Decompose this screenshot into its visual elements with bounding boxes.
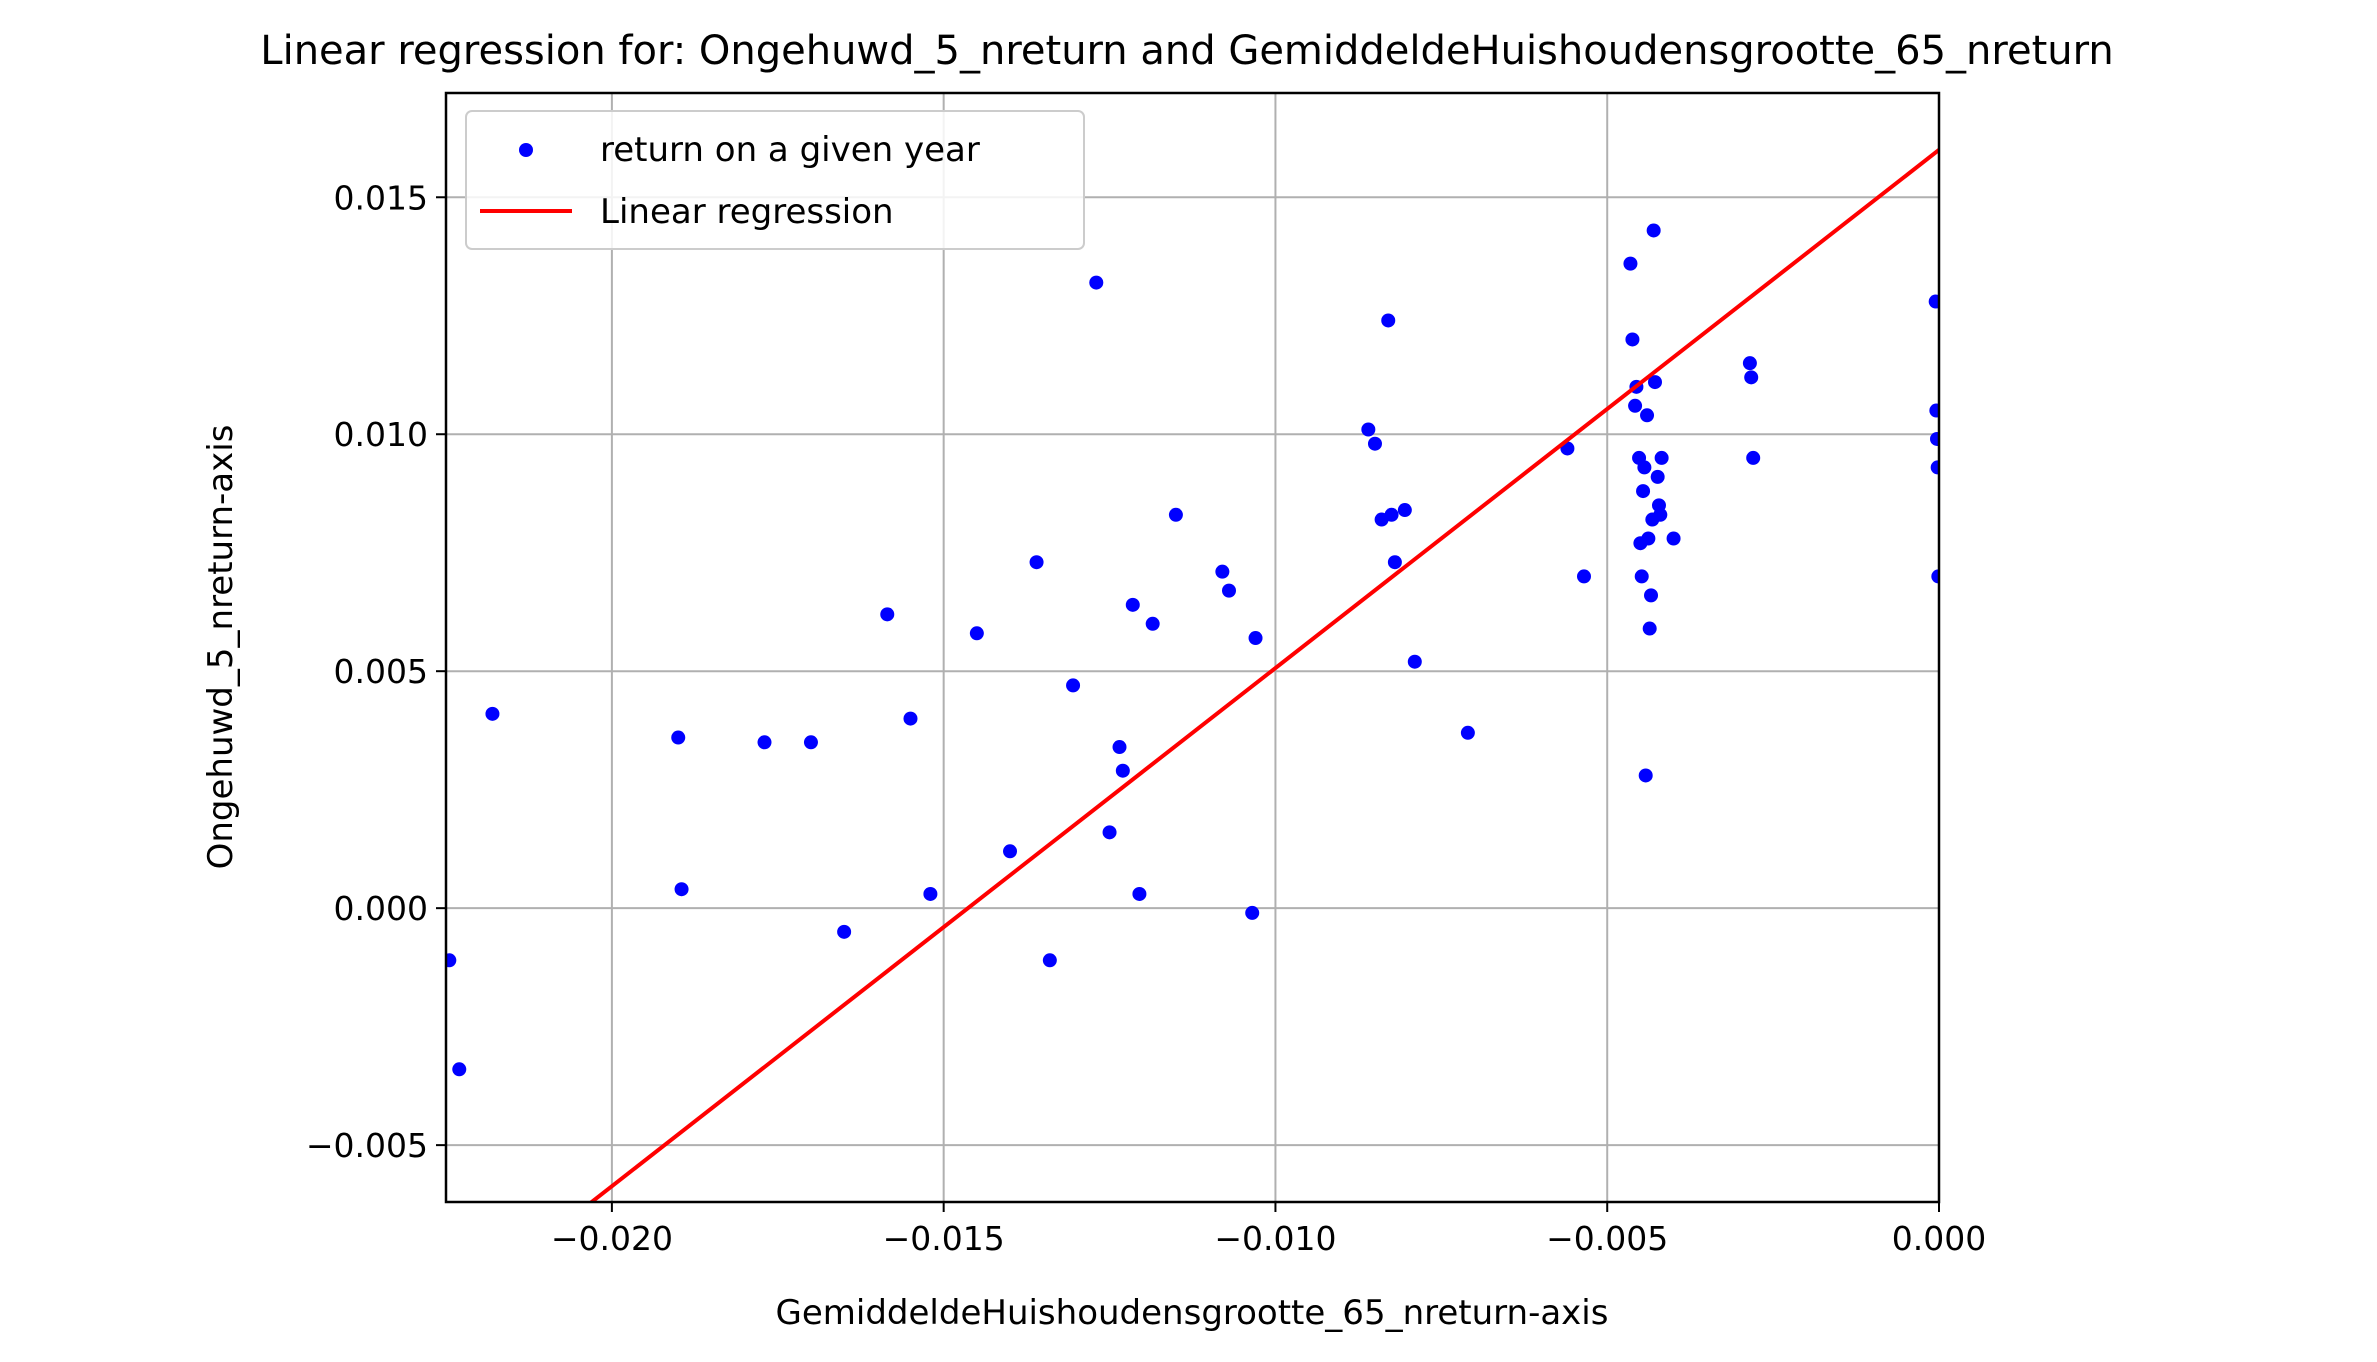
y-axis-ticks: −0.005 0.000 0.005 0.010 0.015 (306, 178, 446, 1165)
scatter-point (969, 626, 984, 641)
scatter-point (1653, 507, 1668, 522)
x-tick-label: −0.015 (883, 1219, 1005, 1258)
x-tick-label: −0.005 (1546, 1219, 1668, 1258)
scatter-point (1029, 555, 1044, 570)
scatter-point (1397, 503, 1412, 518)
scatter-point (1746, 450, 1761, 465)
x-axis-ticks: −0.020 −0.015 −0.010 −0.005 0.000 (551, 1202, 1986, 1258)
scatter-point (1132, 886, 1147, 901)
legend-label-line: Linear regression (600, 192, 894, 232)
scatter-point (1638, 768, 1653, 783)
scatter-point (1003, 844, 1018, 859)
scatter-point (1381, 313, 1396, 328)
scatter-point (837, 924, 852, 939)
regression-line (588, 148, 1939, 1202)
x-tick-label: 0.000 (1892, 1219, 1986, 1258)
scatter-point (1145, 616, 1160, 631)
scatter-point (446, 953, 457, 968)
scatter-point (803, 735, 818, 750)
scatter-point (485, 706, 500, 721)
scatter-point (1066, 678, 1081, 693)
scatter-point (1666, 531, 1681, 546)
grid (446, 93, 1940, 1202)
scatter-point (1640, 408, 1655, 423)
plot-frame (444, 91, 1941, 1204)
scatter-point (1634, 569, 1649, 584)
scatter-point (671, 730, 686, 745)
legend: return on a given year Linear regression (465, 110, 1085, 250)
legend-label-scatter: return on a given year (600, 130, 980, 170)
scatter-point (1623, 256, 1638, 271)
x-tick-label: −0.020 (551, 1219, 673, 1258)
y-tick-label: 0.005 (334, 652, 428, 691)
scatter-point (1642, 621, 1657, 636)
chart-title: Linear regression for: Ongehuwd_5_nretur… (260, 28, 2113, 74)
scatter-point (1930, 460, 1939, 475)
scatter-point (1931, 569, 1939, 584)
plot-area (446, 148, 1939, 1202)
x-tick-label: −0.010 (1214, 1219, 1336, 1258)
scatter-point (1928, 294, 1939, 309)
y-tick-label: 0.015 (334, 178, 428, 217)
scatter-point (1576, 569, 1591, 584)
scatter-point (1646, 223, 1661, 238)
scatter-point (1112, 740, 1127, 755)
scatter-point (1637, 460, 1652, 475)
scatter-point (1102, 825, 1117, 840)
scatter-point (1742, 356, 1757, 371)
scatter-point (1636, 484, 1651, 499)
scatter-points (446, 223, 1939, 1077)
y-tick-label: 0.010 (334, 415, 428, 454)
scatter-point (1654, 450, 1669, 465)
scatter-point (1361, 422, 1376, 437)
scatter-point (1641, 531, 1656, 546)
scatter-point (1221, 583, 1236, 598)
scatter-point (903, 711, 918, 726)
scatter-point (1367, 436, 1382, 451)
scatter-point (1625, 332, 1640, 347)
scatter-point (1115, 763, 1130, 778)
legend-marker-scatter (519, 143, 533, 157)
scatter-point (1387, 555, 1402, 570)
scatter-point (1089, 275, 1104, 290)
scatter-point (1460, 725, 1475, 740)
legend-box (465, 110, 1085, 250)
scatter-point (923, 886, 938, 901)
scatter-point (1215, 564, 1230, 579)
scatter-point (1384, 507, 1399, 522)
scatter-point (1744, 370, 1759, 385)
scatter-point (452, 1062, 467, 1077)
scatter-point (1930, 431, 1939, 446)
scatter-point (1168, 507, 1183, 522)
y-axis-label: Ongehuwd_5_nreturn-axis (201, 425, 241, 870)
scatter-point (1042, 953, 1057, 968)
scatter-point (1929, 403, 1939, 418)
scatter-point (1248, 631, 1263, 646)
scatter-point (1628, 398, 1643, 413)
scatter-point (1644, 588, 1659, 603)
scatter-point (674, 882, 689, 897)
scatter-point (1647, 375, 1662, 390)
scatter-point (880, 607, 895, 622)
scatter-point (1407, 654, 1422, 669)
scatter-point (757, 735, 772, 750)
scatter-point (1125, 597, 1140, 612)
scatter-point (1650, 469, 1665, 484)
x-axis-label: GemiddeldeHuishoudensgrootte_65_nreturn-… (776, 1293, 1609, 1333)
y-tick-label: 0.000 (334, 889, 428, 928)
scatter-point (1245, 905, 1260, 920)
y-tick-label: −0.005 (306, 1126, 428, 1165)
